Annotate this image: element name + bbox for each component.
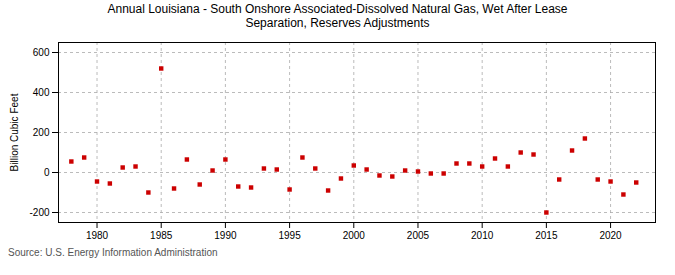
svg-text:2020: 2020	[599, 230, 622, 241]
svg-text:2005: 2005	[407, 230, 430, 241]
svg-text:1995: 1995	[278, 230, 301, 241]
svg-text:2000: 2000	[343, 230, 366, 241]
svg-text:1990: 1990	[214, 230, 237, 241]
html-text:Annual Louisiana - South Onsho: Annual Louisiana - South Onshore Associa…	[107, 2, 568, 30]
svg-text:400: 400	[33, 87, 50, 98]
svg-text:0: 0	[44, 167, 50, 178]
html-text:Source: U.S. Energy Informatio: Source: U.S. Energy Information Administ…	[8, 247, 218, 258]
svg-text:Billion Cubic Feet: Billion Cubic Feet	[9, 93, 20, 171]
svg-text:200: 200	[33, 127, 50, 138]
svg-text:-200: -200	[29, 207, 49, 218]
svg-text:1980: 1980	[86, 230, 109, 241]
svg-text:2010: 2010	[471, 230, 494, 241]
svg-text:600: 600	[33, 47, 50, 58]
svg-text:1985: 1985	[150, 230, 173, 241]
svg-text:2015: 2015	[535, 230, 558, 241]
